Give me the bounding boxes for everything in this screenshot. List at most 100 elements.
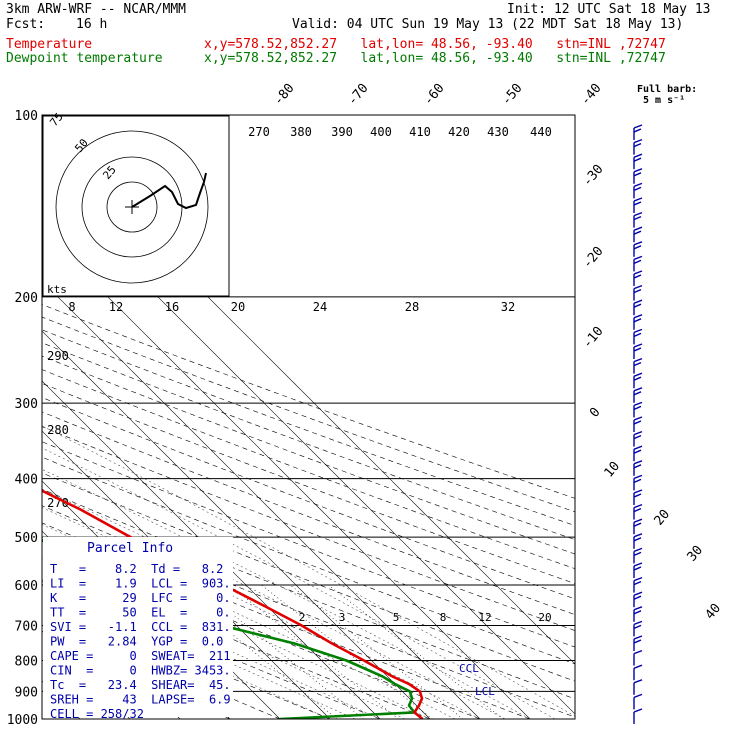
wind-barb <box>633 576 643 582</box>
wind-barb <box>633 230 642 235</box>
theta-label: 270 <box>47 496 69 510</box>
mixing-ratio-label: 20 <box>231 300 245 314</box>
theta-label: 290 <box>47 349 69 363</box>
wind-barb <box>633 182 643 188</box>
wind-barb <box>633 259 642 265</box>
parcel-info-row: CIN = 0 HWBZ= 3453. <box>50 664 231 678</box>
hodograph-panel <box>42 115 230 297</box>
ccl-marker: CCL <box>459 662 479 675</box>
wind-barb <box>633 445 643 450</box>
wind-barb <box>633 157 642 162</box>
wind-barb <box>633 405 642 411</box>
wind-barb <box>633 303 642 308</box>
wind-barb <box>633 387 643 392</box>
wind-barb <box>633 361 642 367</box>
mixing-ratio-label: 24 <box>313 300 327 314</box>
isotherm-line <box>42 380 381 719</box>
wind-barb <box>633 566 642 571</box>
wind-barb <box>633 591 643 596</box>
parcel-info-row: SVI = -1.1 CCL = 831. <box>50 620 231 634</box>
wind-barb <box>633 299 643 304</box>
wind-barb <box>633 372 643 377</box>
wind-barb <box>633 288 642 294</box>
dry-adiabat-line <box>42 441 575 648</box>
wind-barb <box>633 474 643 480</box>
wind-barb <box>633 460 643 465</box>
wind-barb <box>633 679 643 684</box>
isotherm-label: 0 <box>587 405 604 421</box>
init-time: Init: 12 UTC Sat 18 May 13 <box>507 2 711 17</box>
wind-barb <box>633 507 642 513</box>
wind-barb <box>633 478 642 484</box>
dry-adiabat-line <box>42 426 575 631</box>
parcel-info-row: PW = 2.84 YGP = 0.0 <box>50 635 223 649</box>
theta-e-label: 380 <box>290 125 312 139</box>
wind-barb <box>633 580 642 586</box>
theta-e-label: 440 <box>530 125 552 139</box>
pressure-label: 300 <box>15 397 38 412</box>
wind-barb <box>633 503 643 509</box>
wind-barb <box>633 464 642 469</box>
wind-barb <box>633 215 642 221</box>
wind-barb <box>633 562 643 567</box>
wind-barb <box>633 186 642 192</box>
isotherm-label: -50 <box>499 81 526 109</box>
parcel-info-row: K = 29 LFC = 0. <box>50 591 231 605</box>
isotherm-label: -80 <box>271 81 298 109</box>
wind-barb <box>633 551 642 557</box>
isotherm-label: -70 <box>345 81 372 109</box>
hodograph-ring <box>106 181 158 233</box>
moist-adiabat-line <box>42 539 431 719</box>
mixing-ratio-label: 16 <box>165 300 179 314</box>
pressure-label: 600 <box>15 579 38 594</box>
wind-barb <box>633 124 643 129</box>
mixing-ratio-label: 20 <box>538 611 551 624</box>
parcel-info-row: LI = 1.9 LCL = 903. <box>50 577 231 591</box>
parcel-info-row: CAPE = 0 SWEAT= 211 <box>50 649 231 663</box>
isotherm-label: 10 <box>602 459 624 481</box>
hodograph-trace <box>131 172 207 210</box>
forecast-hour: 16 h <box>76 17 108 32</box>
wind-barb <box>633 284 643 290</box>
wind-barb <box>633 624 642 630</box>
theta-e-label: 410 <box>409 125 431 139</box>
wind-barb <box>633 168 643 173</box>
wind-barb <box>633 537 642 542</box>
barb-legend-value: 5 m s⁻¹ <box>643 95 685 106</box>
wind-barb <box>633 357 643 363</box>
moist-adiabat-line <box>42 425 575 717</box>
dry-adiabat-line <box>42 456 575 665</box>
wind-barb <box>633 430 643 436</box>
isotherm-label: -60 <box>421 81 448 109</box>
wind-barb <box>633 128 642 133</box>
wind-barb <box>633 328 643 334</box>
pressure-label: 700 <box>15 619 38 634</box>
moist-adiabat-line <box>42 488 506 719</box>
temperature-legend: Temperature <box>6 37 93 52</box>
wind-barb <box>633 376 642 381</box>
wind-barb <box>633 449 642 454</box>
wind-barb <box>633 693 643 699</box>
dewpoint-legend: Dewpoint temperature <box>6 51 163 66</box>
wind-barb <box>633 347 642 352</box>
mixing-ratio-label: 12 <box>109 300 123 314</box>
isotherm-label: 40 <box>703 601 725 623</box>
wind-barb <box>633 211 643 217</box>
theta-e-label: 420 <box>448 125 470 139</box>
wind-barb <box>633 518 643 523</box>
mixing-ratio-label: 2 <box>299 611 306 624</box>
mixing-ratio-label: 8 <box>440 611 447 624</box>
isotherm-label: -40 <box>578 81 605 109</box>
theta-e-label: 270 <box>248 125 270 139</box>
pressure-label: 200 <box>15 291 38 306</box>
wind-barb <box>633 708 643 713</box>
parcel-info-row: CELL = 258/32 <box>50 707 144 721</box>
isotherm-label: -20 <box>580 244 607 272</box>
wind-barb <box>633 153 643 158</box>
mixing-ratio-label: 3 <box>339 611 346 624</box>
mixing-ratio-label: 32 <box>501 300 515 314</box>
wind-barb <box>633 664 643 669</box>
pressure-label: 100 <box>15 109 38 124</box>
parcel-info-row: SREH = 43 LAPSE= 6.9 <box>50 693 231 707</box>
